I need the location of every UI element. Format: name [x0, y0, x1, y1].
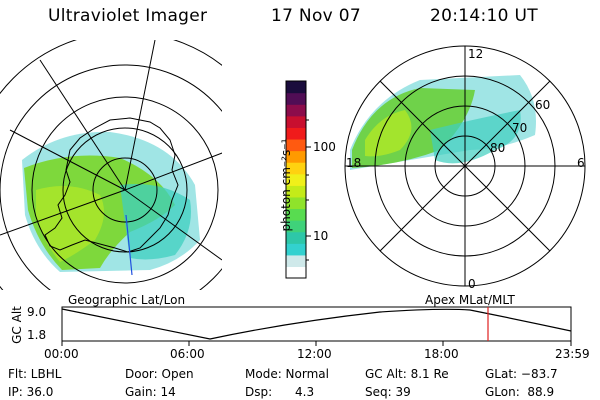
mode-value: Mode: Normal	[245, 367, 329, 381]
colorbar-segment	[286, 196, 306, 210]
glat-value: GLat: −83.7	[485, 367, 558, 381]
filter-value: Flt: LBHL	[8, 367, 62, 381]
timeline-plot	[61, 306, 572, 346]
timeline-xtick-1200: 12:00	[297, 347, 332, 361]
geographic-caption: Geographic Lat/Lon	[68, 293, 186, 307]
colorbar-segment	[286, 254, 306, 268]
glon-value: GLon: 88.9	[485, 385, 555, 399]
colorbar-segment	[286, 243, 306, 256]
mlt-label-18: 18	[346, 156, 362, 170]
gc-alt-value: GC Alt: 8.1 Re	[365, 367, 449, 381]
date-label: 17 Nov 07	[271, 6, 361, 26]
timeline-xtick-2359: 23:59	[555, 347, 590, 361]
colorbar-segment	[286, 115, 306, 128]
colorbar-segment	[286, 185, 306, 198]
colorbar-unit-label: photon cm⁻²s⁻¹	[279, 138, 293, 232]
colorbar-segment	[286, 127, 306, 140]
mlt-label-6: 6	[577, 156, 585, 170]
colorbar-segment	[286, 266, 306, 279]
colorbar-ticks	[306, 119, 311, 261]
colorbar-segment	[286, 231, 306, 244]
colorbar-segment	[286, 81, 306, 94]
colorbar-segment	[286, 220, 306, 233]
colorbar-frame	[285, 80, 307, 279]
left-aurora-lime	[36, 186, 104, 262]
coastline	[44, 117, 179, 253]
timeline-ytick-bottom: 1.8	[27, 328, 47, 342]
colorbar-segment	[286, 162, 306, 175]
colorbar	[286, 81, 306, 279]
seq-value: Seq: 39	[365, 385, 411, 399]
gain-value: Gain: 14	[125, 385, 176, 399]
geographic-map	[0, 40, 222, 290]
colorbar-tick-100: 100	[313, 140, 336, 154]
left-aurora-teal	[120, 184, 191, 260]
lat-label-60: 60	[535, 98, 551, 112]
colorbar-segment	[286, 138, 306, 152]
colorbar-segment	[286, 92, 306, 105]
apex-caption: Apex MLat/MLT	[425, 293, 515, 307]
mlt-label-0: 0	[468, 277, 476, 291]
timeline-ytick-top: 9.0	[27, 305, 47, 319]
mlt-label-12: 12	[468, 47, 484, 61]
colorbar-segment	[286, 173, 306, 186]
ip-value: IP: 36.0	[8, 385, 54, 399]
right-aurora-lime	[365, 110, 412, 157]
door-value: Door: Open	[125, 367, 194, 381]
lat-label-70: 70	[512, 121, 528, 135]
colorbar-segment	[286, 208, 306, 221]
dsp-value: Dsp: 4.3	[245, 385, 315, 399]
timeline-xtick-0600: 06:00	[170, 347, 205, 361]
colorbar-segment	[286, 150, 306, 163]
lat-label-80: 80	[490, 141, 506, 155]
polar-plot	[344, 45, 586, 287]
right-aurora-teal	[430, 110, 521, 164]
colorbar-tick-10: 10	[313, 229, 329, 243]
colorbar-segment	[286, 104, 306, 117]
instrument-title: Ultraviolet Imager	[48, 6, 208, 26]
timeline-xtick-0000: 00:00	[44, 347, 79, 361]
time-label: 20:14:10 UT	[430, 6, 538, 26]
timeline-xtick-1800: 18:00	[424, 347, 459, 361]
timeline-axis-title: GC Alt	[10, 306, 24, 344]
